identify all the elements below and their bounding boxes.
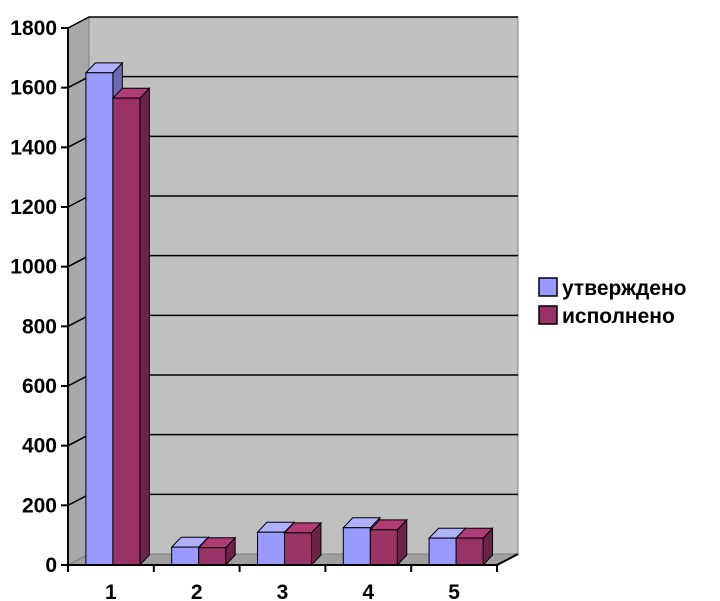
y-axis-ticks: 0 200 400 600 800 1000 1200 1400 1600 1800 bbox=[10, 17, 68, 577]
bar-front bbox=[198, 547, 227, 566]
bar-front bbox=[257, 531, 285, 566]
y-tick-label: 1600 bbox=[10, 77, 57, 100]
y-tick-label: 1200 bbox=[10, 196, 57, 219]
x-axis-ticks: 1 2 3 4 5 bbox=[67, 565, 498, 601]
bar-front bbox=[112, 97, 141, 566]
gridline bbox=[67, 16, 518, 29]
y-tick-label: 1800 bbox=[10, 17, 57, 40]
legend-swatch bbox=[538, 277, 558, 297]
bars bbox=[84, 61, 494, 567]
x-tick-label: 2 bbox=[191, 581, 203, 601]
axes bbox=[67, 28, 519, 566]
bar-front bbox=[171, 546, 200, 566]
bar-исполнено-5 bbox=[454, 527, 494, 567]
x-axis-depth-line bbox=[496, 553, 519, 566]
bar-исполнено-1 bbox=[111, 86, 151, 567]
legend-label: утверждено bbox=[562, 277, 687, 300]
plot-background bbox=[88, 16, 519, 555]
plot-back-wall bbox=[88, 16, 519, 555]
x-tick-label: 5 bbox=[448, 581, 460, 601]
bar-front bbox=[455, 537, 484, 566]
legend: утверждено исполнено bbox=[538, 277, 687, 328]
legend-swatch bbox=[538, 305, 558, 325]
y-tick-label: 400 bbox=[22, 435, 57, 458]
x-tick-label: 3 bbox=[277, 581, 289, 601]
bar-исполнено-4 bbox=[369, 518, 408, 567]
bar-исполнено-2 bbox=[197, 536, 237, 567]
x-tick-label: 1 bbox=[105, 581, 117, 601]
bar-front bbox=[428, 537, 457, 566]
bar-front bbox=[342, 527, 371, 566]
bar-front bbox=[369, 529, 398, 566]
y-tick-label: 600 bbox=[22, 375, 57, 398]
legend-item-исполнено: исполнено bbox=[538, 305, 675, 328]
bar-утверждено-2 bbox=[170, 535, 210, 567]
y-tick-label: 0 bbox=[45, 554, 57, 577]
y-tick-label: 1400 bbox=[10, 136, 57, 159]
x-tick-label: 4 bbox=[362, 581, 374, 601]
bar-front bbox=[85, 72, 114, 566]
y-tick-label: 200 bbox=[22, 494, 57, 517]
bar-front bbox=[284, 532, 312, 566]
y-tick-label: 800 bbox=[22, 315, 57, 338]
legend-label: исполнено bbox=[562, 305, 675, 328]
bar-side bbox=[139, 86, 150, 567]
legend-item-утверждено: утверждено bbox=[538, 277, 687, 300]
y-tick-label: 1000 bbox=[10, 256, 57, 279]
bar-исполнено-3 bbox=[283, 521, 323, 567]
